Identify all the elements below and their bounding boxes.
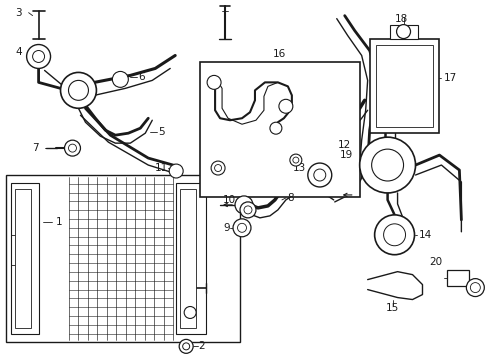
Text: 20: 20 — [428, 257, 442, 267]
Circle shape — [469, 283, 479, 293]
Bar — [176, 183, 205, 334]
Bar — [6, 175, 240, 342]
Text: 4: 4 — [16, 48, 22, 58]
Text: 17: 17 — [443, 73, 456, 84]
Circle shape — [26, 45, 50, 68]
Circle shape — [244, 206, 251, 214]
Text: 8: 8 — [286, 193, 293, 203]
Circle shape — [211, 161, 224, 175]
Circle shape — [374, 215, 414, 255]
Circle shape — [396, 24, 410, 39]
Text: 5: 5 — [158, 127, 164, 137]
Circle shape — [61, 72, 96, 108]
Circle shape — [289, 154, 301, 166]
Bar — [447, 270, 468, 285]
Circle shape — [64, 140, 81, 156]
Text: 12: 12 — [337, 140, 350, 150]
Circle shape — [466, 279, 483, 297]
Circle shape — [233, 219, 250, 237]
Circle shape — [292, 157, 298, 163]
Text: 15: 15 — [385, 302, 398, 312]
Circle shape — [169, 164, 183, 178]
Text: 3: 3 — [16, 8, 22, 18]
Text: 10: 10 — [223, 195, 236, 205]
Text: 14: 14 — [418, 230, 431, 240]
Circle shape — [237, 223, 246, 232]
Circle shape — [240, 202, 255, 218]
Bar — [200, 62, 359, 197]
Circle shape — [371, 149, 403, 181]
Bar — [15, 189, 31, 328]
Circle shape — [269, 122, 281, 134]
Circle shape — [183, 343, 189, 350]
Text: 6: 6 — [138, 72, 144, 82]
Circle shape — [359, 137, 415, 193]
Circle shape — [179, 339, 193, 353]
Circle shape — [214, 165, 221, 171]
Circle shape — [68, 80, 88, 100]
Circle shape — [33, 50, 44, 62]
Text: 18: 18 — [394, 14, 407, 24]
Circle shape — [235, 196, 252, 214]
Bar — [389, 24, 417, 39]
Circle shape — [383, 224, 405, 246]
Text: 7: 7 — [33, 143, 39, 153]
Circle shape — [68, 144, 76, 152]
Bar — [11, 183, 39, 334]
Text: 16: 16 — [273, 49, 286, 59]
Text: 1: 1 — [56, 217, 62, 227]
Circle shape — [184, 306, 196, 319]
Text: 9: 9 — [223, 223, 229, 233]
Circle shape — [307, 163, 331, 187]
Circle shape — [278, 99, 292, 113]
Circle shape — [207, 75, 221, 89]
Bar — [180, 189, 196, 328]
Circle shape — [112, 71, 128, 87]
Text: 13: 13 — [292, 163, 305, 173]
Bar — [375, 45, 432, 127]
Text: 2: 2 — [198, 341, 204, 351]
Bar — [369, 39, 439, 133]
Text: 11: 11 — [155, 163, 168, 173]
Text: 19: 19 — [339, 150, 352, 160]
Circle shape — [313, 169, 325, 181]
